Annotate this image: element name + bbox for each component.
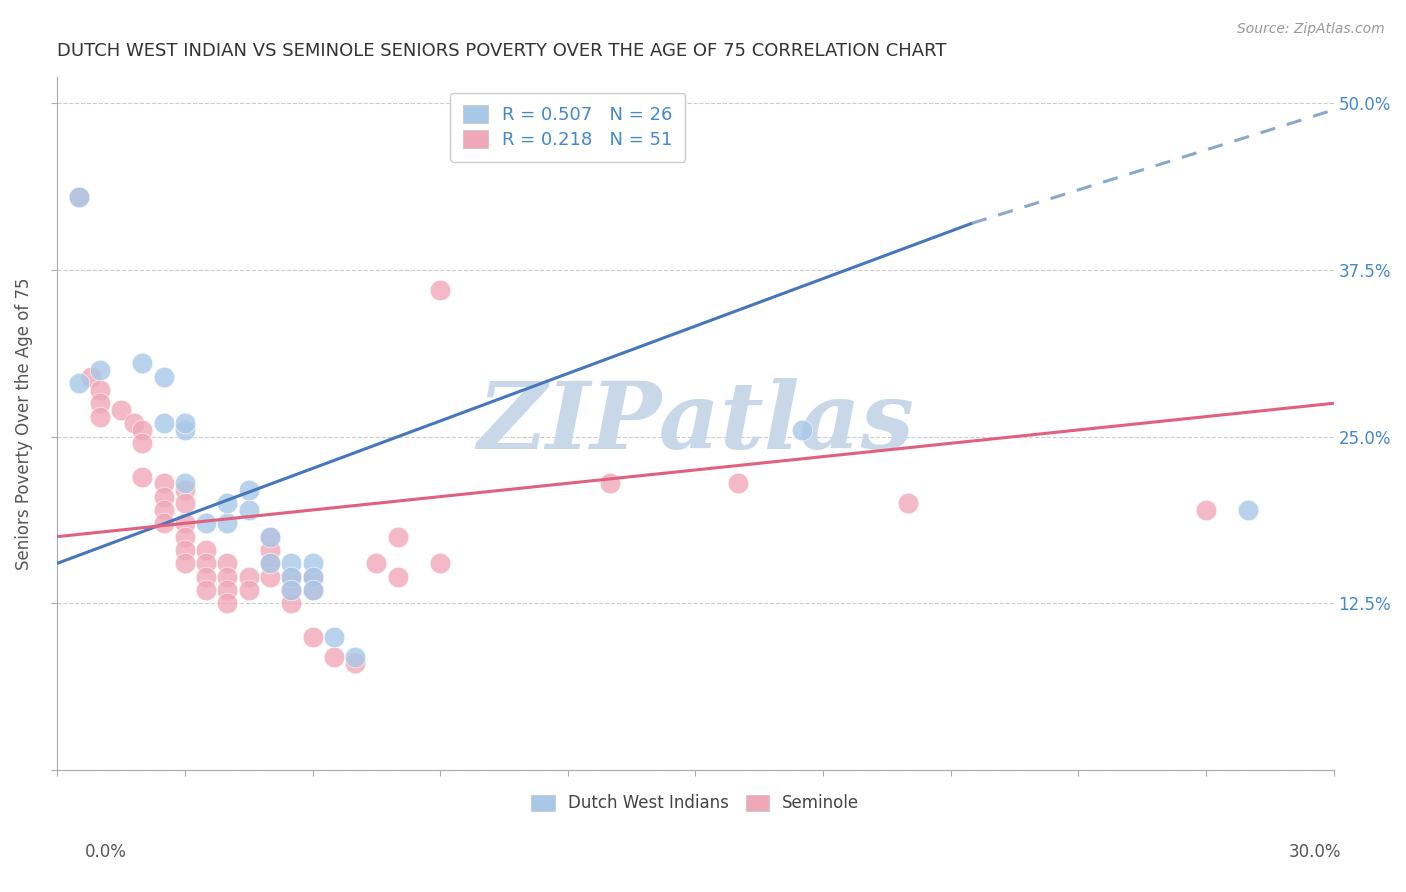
Point (1195, 503, 1218, 517)
Point (152, 417, 174, 431)
Point (897, 496, 920, 510)
Point (366, 557, 388, 571)
Point (259, 557, 281, 571)
Point (344, 649, 367, 664)
Point (790, 423, 813, 437)
Point (280, 569, 302, 583)
Point (217, 596, 239, 610)
Point (131, 436, 153, 450)
Point (195, 543, 218, 558)
Point (152, 476, 174, 491)
Point (89, 396, 111, 410)
Point (80, 369, 103, 384)
Point (280, 596, 302, 610)
Point (67, 189, 90, 203)
Point (387, 569, 409, 583)
Point (259, 530, 281, 544)
Point (152, 503, 174, 517)
Point (152, 490, 174, 504)
Point (259, 530, 281, 544)
Text: Source: ZipAtlas.com: Source: ZipAtlas.com (1237, 22, 1385, 37)
Point (152, 516, 174, 531)
Point (259, 557, 281, 571)
Point (131, 356, 153, 370)
Point (174, 496, 197, 510)
Text: ZIPatlas: ZIPatlas (477, 378, 914, 468)
Point (89, 363, 111, 377)
Point (344, 657, 367, 671)
Point (280, 582, 302, 597)
Text: DUTCH WEST INDIAN VS SEMINOLE SENIORS POVERTY OVER THE AGE OF 75 CORRELATION CHA: DUTCH WEST INDIAN VS SEMINOLE SENIORS PO… (58, 42, 946, 60)
Point (110, 403, 132, 417)
Point (301, 557, 323, 571)
Point (174, 423, 197, 437)
Point (322, 649, 344, 664)
Point (387, 530, 409, 544)
Point (301, 569, 323, 583)
Point (429, 557, 451, 571)
Point (301, 630, 323, 644)
Point (280, 557, 302, 571)
Point (217, 557, 239, 571)
Point (429, 283, 451, 297)
Point (195, 516, 218, 531)
Point (195, 557, 218, 571)
Point (280, 582, 302, 597)
Point (238, 569, 260, 583)
Point (122, 417, 145, 431)
Point (174, 483, 197, 497)
Point (280, 569, 302, 583)
Point (322, 630, 344, 644)
Point (238, 503, 260, 517)
Point (1237, 503, 1260, 517)
Point (67, 376, 90, 391)
Text: 30.0%: 30.0% (1288, 843, 1341, 861)
Legend: Dutch West Indians, Seminole: Dutch West Indians, Seminole (520, 783, 872, 824)
Point (301, 582, 323, 597)
Point (217, 582, 239, 597)
Point (217, 569, 239, 583)
Point (89, 409, 111, 424)
Point (195, 569, 218, 583)
Point (174, 543, 197, 558)
Point (259, 569, 281, 583)
Point (301, 582, 323, 597)
Point (217, 496, 239, 510)
Point (174, 530, 197, 544)
Point (727, 476, 749, 491)
Point (152, 369, 174, 384)
Point (259, 543, 281, 558)
Point (174, 417, 197, 431)
Point (599, 476, 621, 491)
Text: 0.0%: 0.0% (84, 843, 127, 861)
Point (67, 189, 90, 203)
Y-axis label: Seniors Poverty Over the Age of 75: Seniors Poverty Over the Age of 75 (15, 277, 32, 570)
Point (301, 569, 323, 583)
Point (174, 557, 197, 571)
Point (195, 582, 218, 597)
Point (131, 423, 153, 437)
Point (238, 582, 260, 597)
Point (174, 476, 197, 491)
Point (238, 483, 260, 497)
Point (131, 469, 153, 483)
Point (217, 516, 239, 531)
Point (89, 383, 111, 397)
Point (174, 516, 197, 531)
